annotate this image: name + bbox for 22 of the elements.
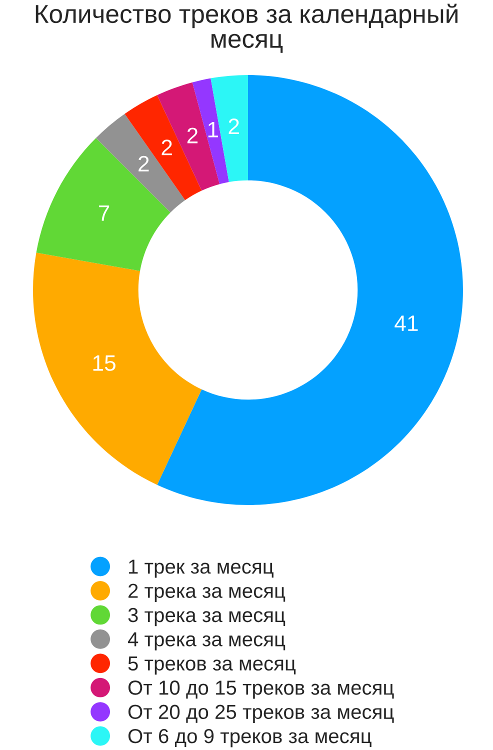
legend-label: 2 трека за месяц — [128, 584, 286, 602]
data-label: 2 — [162, 140, 172, 156]
data-label: 2 — [187, 128, 198, 144]
donut-slice — [36, 138, 170, 271]
legend-label: 1 трек за месяц — [129, 560, 274, 578]
legend-label: От 20 до 25 треков за месяц — [128, 704, 394, 724]
legend-label: 4 трека за месяц — [128, 632, 286, 650]
donut-slice — [157, 82, 220, 191]
legend-label: 5 треков за месяц — [128, 656, 296, 675]
donut-slice — [33, 252, 202, 485]
legend-label: От 6 до 9 треков за месяц — [128, 728, 372, 748]
chart-title: Количество треков за календарный месяц — [36, 4, 458, 53]
legend-label: От 10 до 15 треков за месяц — [128, 680, 394, 699]
data-label: 2 — [228, 118, 239, 134]
data-label: 2 — [138, 156, 149, 172]
data-label: 7 — [98, 206, 110, 221]
data-label: 15 — [93, 355, 116, 371]
donut-slice — [157, 75, 463, 505]
data-label: 1 — [208, 122, 218, 138]
data-label: 41 — [394, 316, 418, 331]
donut-slice — [124, 95, 202, 200]
legend-label: 3 трека за месяц — [128, 608, 286, 626]
